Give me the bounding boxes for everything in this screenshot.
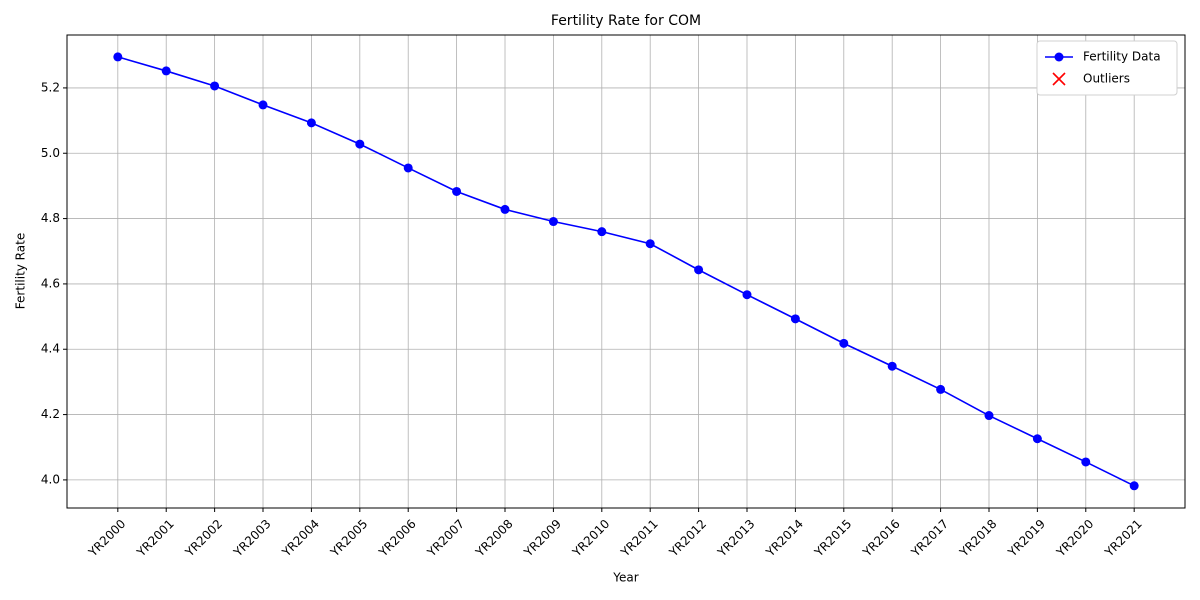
x-tick-label: YR2008: [472, 517, 515, 560]
x-tick-label: YR2015: [811, 517, 854, 560]
data-point: [984, 411, 994, 421]
x-axis-label: Year: [612, 571, 638, 585]
data-point: [839, 338, 849, 348]
y-tick-label: 5.2: [41, 80, 60, 94]
x-tick-label: YR2005: [327, 517, 370, 560]
data-point: [694, 265, 704, 275]
x-tick-label: YR2017: [908, 517, 951, 560]
data-point: [113, 52, 123, 62]
x-tick-label: YR2016: [859, 517, 902, 560]
data-point: [645, 239, 655, 249]
x-tick-label: YR2010: [569, 517, 612, 560]
x-tick-label: YR2006: [376, 517, 419, 560]
x-tick-label: YR2019: [1005, 517, 1048, 560]
x-tick-label: YR2020: [1053, 517, 1096, 560]
data-point: [1081, 457, 1091, 467]
data-point: [936, 384, 946, 394]
data-point: [500, 204, 510, 214]
plot-frame: [66, 34, 1186, 509]
x-tick-label: YR2003: [230, 517, 273, 560]
y-tick-label: 4.6: [41, 276, 60, 290]
data-point: [597, 227, 607, 237]
marker-x: [1052, 72, 1066, 86]
x-tick-label: YR2004: [279, 517, 322, 560]
data-point: [548, 217, 558, 227]
data-point: [790, 314, 800, 324]
x-tick-label: YR2011: [618, 517, 661, 560]
x-tick-label: YR2014: [763, 517, 806, 560]
data-point: [403, 163, 413, 173]
series-line: [117, 56, 1135, 487]
x-tick-label: YR2002: [182, 517, 225, 560]
x-tick-label: YR2001: [134, 517, 177, 560]
data-point: [452, 186, 462, 196]
data-point: [258, 100, 268, 110]
data-point: [210, 81, 220, 91]
y-tick-label: 4.0: [41, 472, 60, 486]
y-tick-label: 4.2: [41, 407, 60, 421]
data-point: [1129, 481, 1139, 491]
x-tick-label: YR2007: [424, 517, 467, 560]
y-axis-label: Fertility Rate: [14, 233, 28, 309]
x-tick-label: YR2000: [85, 517, 128, 560]
chart-title: Fertility Rate for COM: [551, 13, 701, 29]
legend-label: Outliers: [1083, 72, 1130, 86]
legend-label: Fertility Data: [1083, 50, 1161, 64]
data-point: [161, 66, 171, 76]
data-point: [1032, 434, 1042, 444]
data-point: [306, 118, 316, 128]
y-tick-label: 4.8: [41, 211, 60, 225]
legend-marker: [1054, 52, 1064, 62]
x-tick-label: YR2018: [956, 517, 999, 560]
x-tick-label: YR2012: [666, 517, 709, 560]
legend-marker: [1052, 72, 1066, 86]
data-point: [742, 290, 752, 300]
data-point: [355, 139, 365, 149]
y-tick-label: 4.4: [41, 342, 60, 356]
x-tick-label: YR2009: [521, 517, 564, 560]
x-tick-label: YR2013: [714, 517, 757, 560]
data-point: [887, 361, 897, 371]
legend-box: [1036, 40, 1178, 96]
x-tick-label: YR2021: [1101, 517, 1144, 560]
y-tick-label: 5.0: [41, 146, 60, 160]
